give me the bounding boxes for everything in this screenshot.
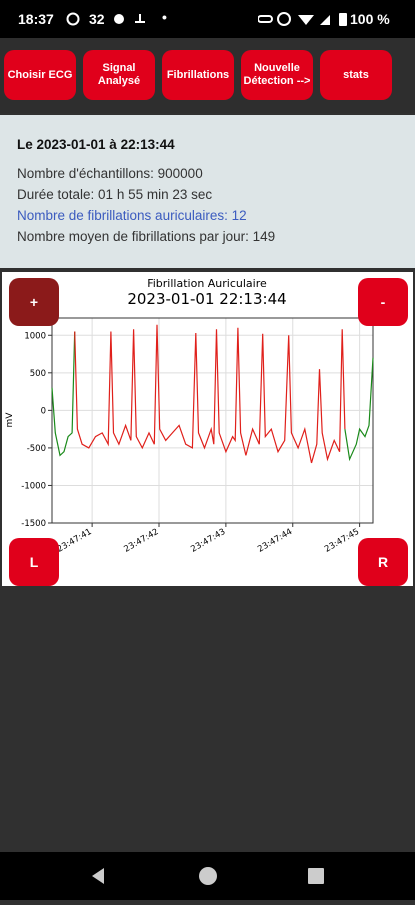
ecg-line xyxy=(51,331,374,462)
info-line: Nombre moyen de fibrillations par jour: … xyxy=(17,229,276,244)
x-tick-label: 23:47:45 xyxy=(323,527,361,555)
nav-icons xyxy=(92,867,324,885)
icons xyxy=(114,14,145,24)
temperature: 32 xyxy=(89,11,105,27)
info-line: Durée totale: 01 h 55 min 23 sec xyxy=(17,187,213,202)
y-tick-label: 0 xyxy=(41,406,46,416)
button[interactable]: Choisir ECG xyxy=(4,50,76,100)
right-button[interactable]: R xyxy=(358,538,408,586)
info-line: Nombre d'échantillons: 900000 xyxy=(17,166,203,181)
y-tick-label: 500 xyxy=(30,369,46,379)
chart-subtitle: 2023-01-01 22:13:44 xyxy=(127,290,286,308)
dot: • xyxy=(162,9,167,25)
info-line: Nombre de fibrillations auriculaires: 12 xyxy=(17,208,247,223)
status-bar: 18:37 32 • 100 % xyxy=(0,0,415,38)
button[interactable]: Nouvelle Détection --> xyxy=(241,50,313,100)
y-axis-label: mV xyxy=(5,412,15,428)
zoom-in-button[interactable]: + xyxy=(9,278,59,326)
battery: 100 % xyxy=(350,11,390,27)
chart-title: Fibrillation Auriculaire xyxy=(147,277,267,290)
left-button[interactable]: L xyxy=(9,538,59,586)
x-tick-label: 23:47:43 xyxy=(189,527,227,555)
y-tick-label: -1500 xyxy=(21,519,46,529)
plot-frame xyxy=(51,317,374,524)
info-panel: Le 2023-01-01 à 22:13:44 Nombre d'échant… xyxy=(0,115,415,268)
button[interactable]: Signal Analysé xyxy=(83,50,155,100)
nav-bar xyxy=(0,852,415,900)
x-tick-label: 23:47:41 xyxy=(56,527,94,555)
y-tick-label: -1000 xyxy=(21,481,46,491)
y-tick-label: 1000 xyxy=(24,331,46,341)
battery-icon xyxy=(339,13,347,26)
ecg-line xyxy=(74,324,346,464)
clock: 18:37 xyxy=(18,11,54,27)
x-tick-label: 23:47:44 xyxy=(256,527,294,555)
icon xyxy=(66,12,80,26)
x-tick-label: 23:47:42 xyxy=(122,527,160,555)
info-title: Le 2023-01-01 à 22:13:44 xyxy=(17,137,175,152)
zoom-out-button[interactable]: - xyxy=(358,278,408,326)
toolbar: Choisir ECG Signal Analysé Fibrillations… xyxy=(0,38,415,113)
chart: Fibrillation Auriculaire 2023-01-01 22:1… xyxy=(5,277,374,555)
button[interactable]: stats xyxy=(320,50,392,100)
button[interactable]: Fibrillations xyxy=(162,50,234,100)
y-tick-label: -500 xyxy=(27,444,46,454)
chart-panel: Fibrillation Auriculaire 2023-01-01 22:1… xyxy=(2,272,413,586)
system-icons xyxy=(258,12,330,26)
